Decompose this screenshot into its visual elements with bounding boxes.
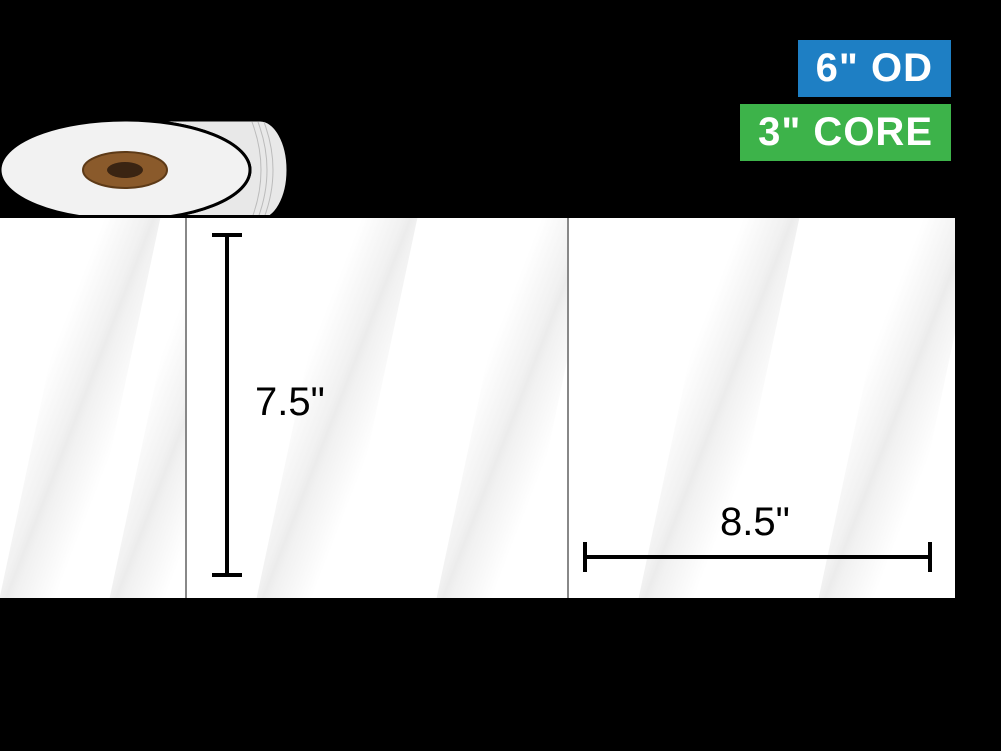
core-badge-text: 3" CORE: [758, 110, 933, 154]
label-diagram: 6" OD 3" CORE: [0, 0, 1001, 751]
roll-illustration: [0, 110, 290, 230]
core-badge: 3" CORE: [740, 104, 951, 161]
od-badge: 6" OD: [798, 40, 951, 97]
od-badge-text: 6" OD: [816, 46, 933, 90]
label-panel-1: [187, 218, 569, 598]
height-dim-line: [225, 235, 229, 575]
width-dim-cap-left: [583, 542, 587, 572]
height-dim-cap-top: [212, 233, 242, 237]
width-dim-line: [585, 555, 930, 559]
height-dim-text: 7.5": [255, 380, 325, 425]
width-dim-cap-right: [928, 542, 932, 572]
width-dim-text: 8.5": [720, 500, 790, 545]
label-strip: [0, 215, 951, 601]
label-panel-0: [0, 218, 187, 598]
height-dim-cap-bottom: [212, 573, 242, 577]
